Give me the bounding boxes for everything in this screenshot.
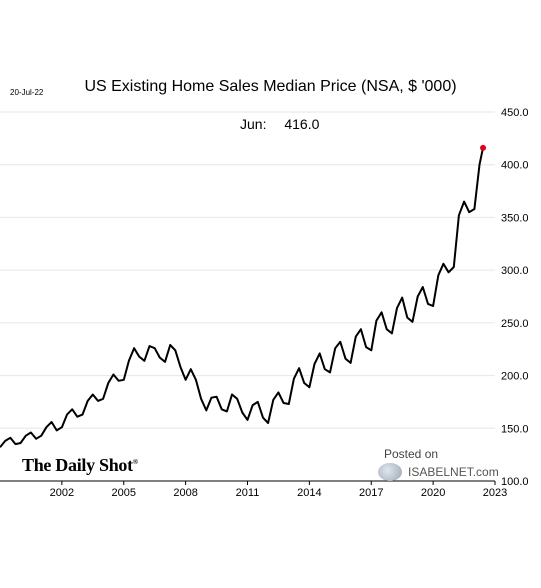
- registered-mark-icon: ®: [132, 458, 138, 466]
- y-tick-label: 350.0: [501, 212, 529, 224]
- y-axis-ticks: 100.0 150.0 200.0 250.0 300.0 350.0 400.0 450.0: [501, 107, 529, 488]
- chart-title: US Existing Home Sales Median Price (NSA…: [84, 78, 457, 95]
- daily-shot-logo: The Daily Shot®: [22, 455, 138, 476]
- latest-value-annotation: Jun: 416.0: [240, 116, 319, 132]
- x-tick-label: 2002: [50, 487, 74, 499]
- latest-label: Jun:: [240, 116, 267, 132]
- y-tick-label: 300.0: [501, 265, 529, 277]
- x-tick-label: 2005: [112, 487, 136, 499]
- y-tick-label: 200.0: [501, 371, 529, 383]
- x-axis: 2002 2005 2008 2011 2014 2017 2020 2023: [0, 480, 507, 499]
- series-line: [0, 147, 484, 448]
- x-tick-label: 2008: [173, 487, 197, 499]
- y-tick-label: 450.0: [501, 107, 529, 119]
- latest-point-marker: [480, 144, 487, 151]
- x-tick-label: 2014: [297, 487, 321, 499]
- x-tick-label: 2017: [359, 487, 383, 499]
- y-tick-label: 250.0: [501, 318, 529, 330]
- x-tick-label: 2020: [421, 487, 445, 499]
- x-tick-label: 2011: [236, 487, 260, 499]
- series-group: [0, 144, 487, 448]
- daily-shot-text: The Daily Shot: [22, 455, 133, 475]
- y-tick-label: 150.0: [501, 423, 529, 435]
- y-tick-label: 400.0: [501, 160, 529, 172]
- isabelnet-watermark: ISABELNET.com: [408, 465, 499, 479]
- y-tick-label: 100.0: [501, 476, 529, 488]
- gridlines: [0, 111, 495, 429]
- release-date: 20-Jul-22: [10, 88, 44, 97]
- x-tick-label: 2023: [483, 487, 507, 499]
- latest-value: 416.0: [284, 116, 320, 132]
- posted-on-label: Posted on: [384, 447, 439, 461]
- globe-icon: [378, 463, 402, 481]
